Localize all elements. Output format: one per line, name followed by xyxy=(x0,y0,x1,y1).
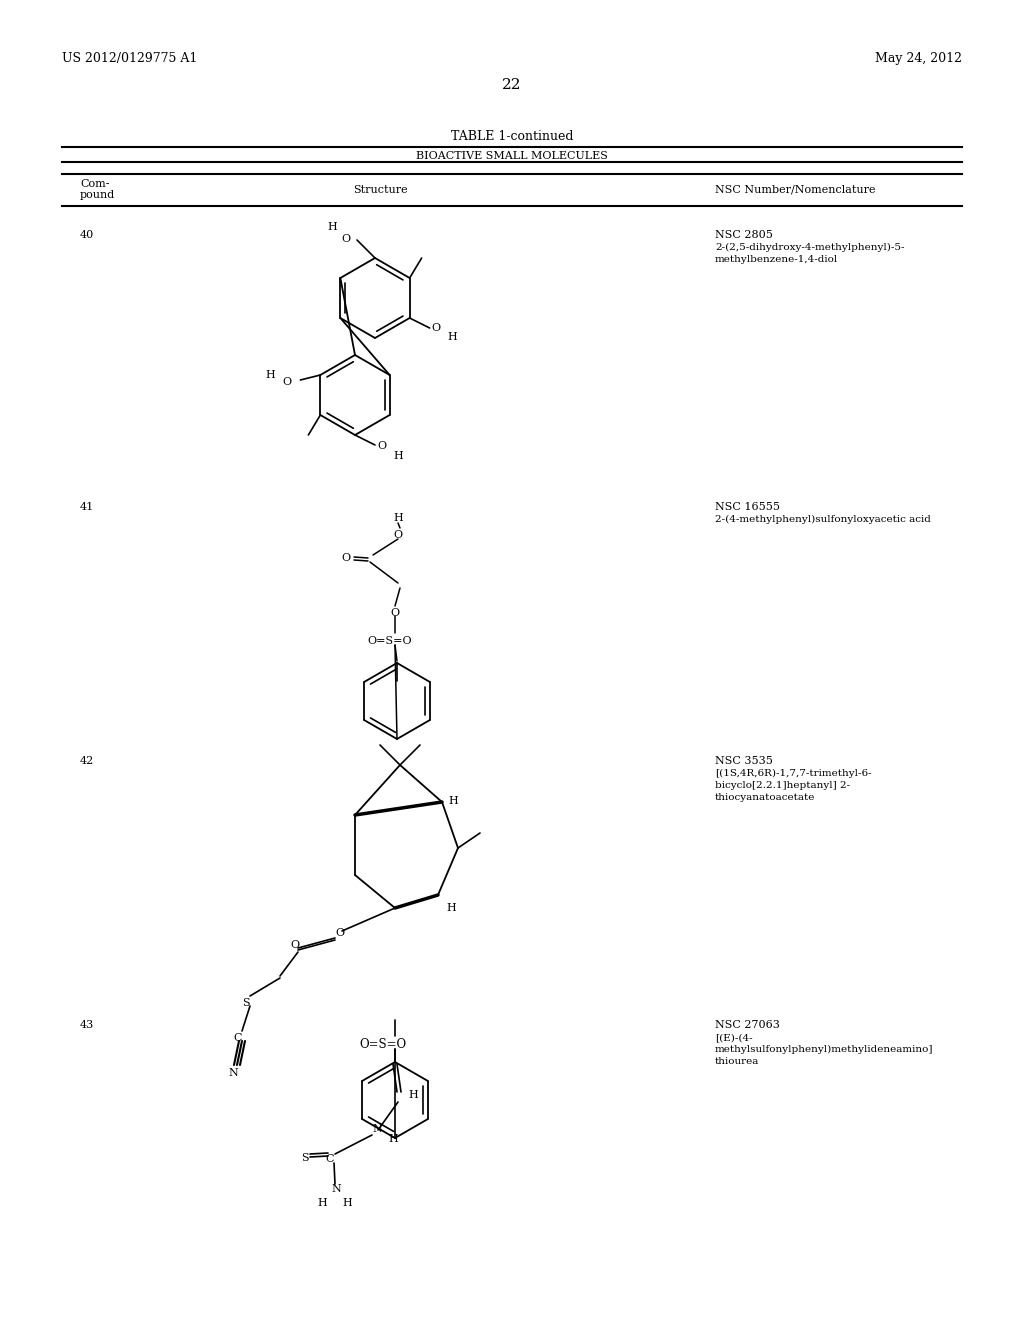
Text: NSC 27063: NSC 27063 xyxy=(715,1020,780,1030)
Text: 2-(2,5-dihydroxy-4-methylphenyl)-5-: 2-(2,5-dihydroxy-4-methylphenyl)-5- xyxy=(715,243,904,252)
Text: [(E)-(4-: [(E)-(4- xyxy=(715,1034,753,1041)
Text: 22: 22 xyxy=(502,78,522,92)
Text: thiocyanatoacetate: thiocyanatoacetate xyxy=(715,793,815,803)
Text: Com-: Com- xyxy=(80,180,110,189)
Text: O=S=O: O=S=O xyxy=(359,1038,407,1051)
Text: H: H xyxy=(408,1090,418,1100)
Text: pound: pound xyxy=(80,190,116,201)
Text: 40: 40 xyxy=(80,230,94,240)
Text: O: O xyxy=(290,940,299,950)
Text: NSC Number/Nomenclature: NSC Number/Nomenclature xyxy=(715,185,876,195)
Text: H: H xyxy=(449,796,458,807)
Text: N: N xyxy=(228,1068,238,1078)
Text: S: S xyxy=(301,1152,308,1163)
Text: N: N xyxy=(372,1125,382,1134)
Text: H: H xyxy=(265,370,275,380)
Text: NSC 3535: NSC 3535 xyxy=(715,756,773,766)
Text: O=S=O: O=S=O xyxy=(367,636,412,645)
Text: O: O xyxy=(377,441,386,451)
Text: C: C xyxy=(233,1034,243,1043)
Text: O: O xyxy=(393,531,402,540)
Text: H: H xyxy=(327,222,337,232)
Text: 43: 43 xyxy=(80,1020,94,1030)
Text: 42: 42 xyxy=(80,756,94,766)
Text: H: H xyxy=(446,903,456,913)
Text: H: H xyxy=(317,1199,327,1208)
Text: 2-(4-methylphenyl)sulfonyloxyacetic acid: 2-(4-methylphenyl)sulfonyloxyacetic acid xyxy=(715,515,931,524)
Text: NSC 16555: NSC 16555 xyxy=(715,502,780,512)
Text: May 24, 2012: May 24, 2012 xyxy=(874,51,962,65)
Text: O: O xyxy=(432,323,440,333)
Text: O: O xyxy=(341,553,350,564)
Text: O: O xyxy=(341,234,350,244)
Text: NSC 2805: NSC 2805 xyxy=(715,230,773,240)
Text: Structure: Structure xyxy=(352,185,408,195)
Text: methylbenzene-1,4-diol: methylbenzene-1,4-diol xyxy=(715,255,839,264)
Text: N: N xyxy=(331,1184,341,1195)
Text: methylsulfonylphenyl)methylideneamino]: methylsulfonylphenyl)methylideneamino] xyxy=(715,1045,934,1055)
Text: US 2012/0129775 A1: US 2012/0129775 A1 xyxy=(62,51,198,65)
Text: H: H xyxy=(447,333,458,342)
Text: S: S xyxy=(243,998,250,1008)
Text: BIOACTIVE SMALL MOLECULES: BIOACTIVE SMALL MOLECULES xyxy=(416,150,608,161)
Text: H: H xyxy=(393,451,402,461)
Text: O: O xyxy=(335,928,344,939)
Text: 41: 41 xyxy=(80,502,94,512)
Text: O: O xyxy=(283,378,292,387)
Text: O: O xyxy=(390,609,399,618)
Text: TABLE 1-continued: TABLE 1-continued xyxy=(451,129,573,143)
Text: thiourea: thiourea xyxy=(715,1057,760,1067)
Text: H: H xyxy=(342,1199,352,1208)
Text: H: H xyxy=(388,1134,397,1144)
Text: [(1S,4R,6R)-1,7,7-trimethyl-6-: [(1S,4R,6R)-1,7,7-trimethyl-6- xyxy=(715,770,871,777)
Text: H: H xyxy=(393,513,402,523)
Text: C: C xyxy=(326,1154,334,1164)
Text: bicyclo[2.2.1]heptanyl] 2-: bicyclo[2.2.1]heptanyl] 2- xyxy=(715,781,850,789)
